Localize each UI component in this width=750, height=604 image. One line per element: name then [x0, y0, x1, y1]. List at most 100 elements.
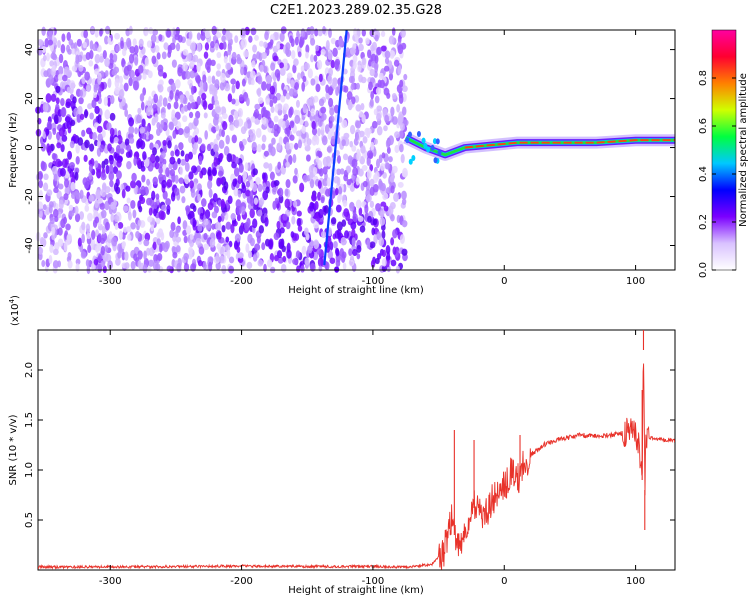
heatmap-cell — [277, 187, 284, 198]
heatmap-cell — [225, 62, 232, 71]
heatmap-cell — [244, 162, 249, 171]
heatmap-cell — [191, 44, 196, 55]
heatmap-cell — [115, 170, 122, 180]
heatmap-cell — [240, 38, 247, 49]
heatmap-cell — [37, 172, 43, 180]
heatmap-cell — [51, 226, 56, 236]
heatmap-cell — [141, 118, 146, 128]
heatmap-cell — [203, 51, 209, 59]
heatmap-cell — [113, 182, 119, 192]
heatmap-cell — [242, 170, 247, 180]
heatmap-cell — [211, 126, 217, 133]
heatmap-cell — [331, 80, 337, 90]
heatmap-cell — [53, 173, 58, 182]
heatmap-cell — [68, 209, 75, 217]
heatmap-cell — [68, 39, 74, 46]
heatmap-cell — [403, 73, 408, 81]
heatmap-cell — [170, 192, 176, 202]
heatmap-cell — [188, 111, 194, 119]
heatmap-cell — [238, 140, 244, 149]
heatmap-cell — [193, 141, 199, 151]
heatmap-cell — [83, 29, 89, 39]
heatmap-cell — [293, 142, 299, 150]
colorbar: 0.0 0.2 0.4 0.6 0.8 Normalized spectral ampl… — [698, 29, 749, 278]
snr-x-tick-label: 0 — [501, 576, 507, 587]
heatmap-cell — [279, 67, 286, 76]
heatmap-cell — [68, 204, 74, 211]
heatmap-cell — [361, 57, 366, 66]
heatmap-cell — [296, 265, 301, 273]
heatmap-cell — [241, 138, 247, 146]
heatmap-cell — [46, 52, 50, 62]
heatmap-y-tick-label: -40 — [24, 237, 35, 253]
heatmap-cell — [318, 208, 324, 219]
heatmap-cell — [156, 99, 162, 107]
heatmap-cell — [225, 134, 230, 145]
heatmap-cell — [327, 50, 333, 60]
heatmap-cell — [185, 225, 192, 235]
heatmap-cell — [201, 92, 207, 101]
heatmap-cell — [273, 179, 280, 187]
heatmap-cell — [388, 135, 394, 146]
heatmap-cell — [110, 201, 116, 210]
heatmap-cell — [230, 78, 236, 85]
heatmap-y-tick-label: 20 — [24, 92, 35, 105]
heatmap-cell — [376, 46, 382, 56]
heatmap-cell — [100, 209, 107, 219]
heatmap-cell — [74, 205, 79, 215]
heatmap-cell — [232, 178, 237, 187]
heatmap-cell — [221, 224, 226, 233]
colorbar-tick-label: 0.0 — [698, 262, 709, 278]
heatmap-cell — [397, 34, 402, 44]
heatmap-cell — [373, 108, 378, 116]
heatmap-cell — [233, 167, 240, 177]
heatmap-cell — [137, 64, 144, 74]
heatmap-cell — [200, 31, 206, 41]
colorbar-strip — [712, 30, 736, 270]
heatmap-cell — [355, 104, 362, 112]
heatmap-cell — [94, 29, 99, 38]
heatmap-cell — [305, 44, 310, 54]
heatmap-cell — [289, 35, 293, 44]
heatmap-cell — [109, 52, 114, 60]
heatmap-cell — [197, 42, 202, 53]
heatmap-cell — [79, 211, 85, 220]
heatmap-cell — [294, 167, 298, 175]
heatmap-cell — [394, 144, 400, 154]
heatmap-cell — [95, 245, 100, 253]
heatmap-cell — [296, 217, 302, 227]
heatmap-cell — [61, 33, 66, 42]
heatmap-streak — [323, 29, 348, 266]
heatmap-cell — [60, 43, 66, 54]
heatmap-cell — [310, 37, 316, 46]
heatmap-cell — [348, 259, 355, 267]
heatmap-cell — [320, 106, 327, 114]
heatmap-cell — [66, 31, 71, 41]
heatmap-cell — [286, 249, 292, 259]
heatmap-cell — [113, 160, 118, 167]
heatmap-cell — [236, 57, 243, 65]
heatmap-cell — [312, 166, 318, 176]
heatmap-cell — [166, 29, 172, 38]
heatmap-cell — [392, 165, 398, 174]
heatmap-cell — [297, 51, 302, 58]
heatmap-cell — [259, 64, 264, 73]
heatmap-cell — [268, 120, 275, 129]
heatmap-cell — [370, 90, 375, 100]
signal-blob — [407, 131, 412, 138]
heatmap-cell — [188, 30, 193, 41]
heatmap-cell — [355, 120, 362, 129]
heatmap-cell — [88, 60, 94, 67]
heatmap-cell — [69, 80, 76, 90]
heatmap-cell — [231, 51, 237, 60]
heatmap-cell — [399, 79, 404, 88]
heatmap-cell — [356, 82, 360, 90]
heatmap-cell — [86, 232, 92, 240]
heatmap-cell — [40, 142, 46, 152]
heatmap-cell — [49, 244, 54, 253]
heatmap-cell — [336, 154, 341, 164]
heatmap-cell — [383, 87, 390, 96]
heatmap-cell — [351, 158, 358, 169]
heatmap-cell — [158, 34, 163, 42]
